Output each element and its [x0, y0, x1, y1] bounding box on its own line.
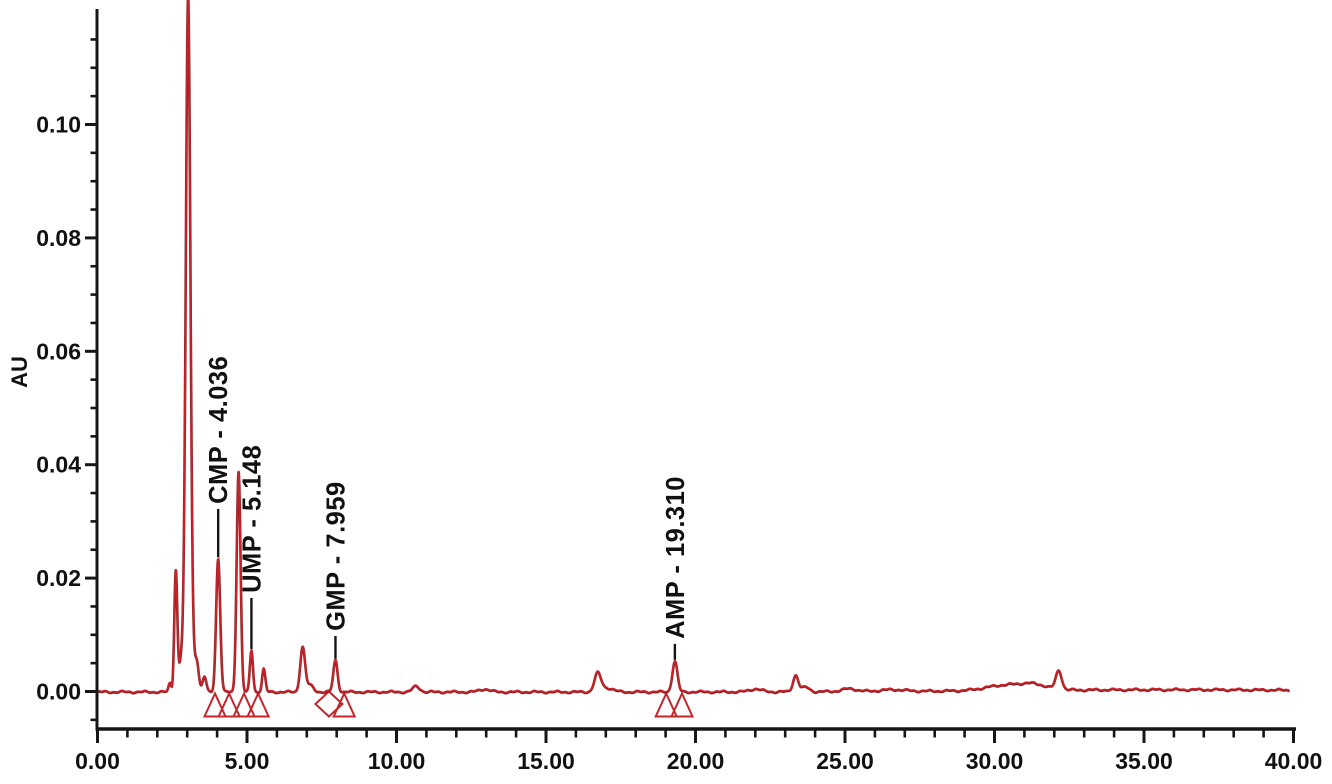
integration-marker-triangle [217, 691, 242, 718]
chromatogram-trace-shadow [97, 0, 1291, 695]
peak-label-text: AMP - 19.310 [662, 476, 690, 639]
integration-marker-triangle [231, 691, 257, 718]
peak-label-GMP: GMP - 7.959 [323, 481, 351, 659]
peak-label-AMP: AMP - 19.310 [662, 476, 690, 660]
y-tick-label: 0.02 [36, 565, 81, 591]
peak-label-text: UMP - 5.148 [238, 445, 266, 593]
x-tick-label: 0.00 [75, 748, 120, 774]
peak-label-text: CMP - 4.036 [205, 356, 233, 504]
y-tick-label: 0.06 [36, 338, 81, 364]
x-tick-label: 35.00 [1115, 748, 1173, 774]
peak-label-text: GMP - 7.959 [323, 481, 351, 631]
peak-label-CMP: CMP - 4.036 [205, 356, 233, 558]
integration-marker-triangle [202, 691, 228, 718]
x-tick-label: 5.00 [225, 748, 270, 774]
y-tick-label: 0.04 [36, 452, 81, 478]
x-tick-label: 10.00 [368, 748, 426, 774]
x-tick-label: 15.00 [517, 748, 575, 774]
chromatogram-trace [97, 0, 1290, 694]
x-tick-label: 40.00 [1265, 748, 1323, 774]
y-tick-label: 0.10 [36, 112, 81, 138]
integration-marker-triangle [654, 691, 679, 718]
integration-marker-triangle [246, 691, 271, 718]
y-tick-label: 0.08 [36, 225, 81, 251]
integration-markers [202, 690, 695, 718]
y-axis-title: AU [7, 356, 32, 388]
integration-marker-triangle [669, 691, 695, 718]
peak-label-UMP: UMP - 5.148 [238, 445, 266, 650]
x-tick-label: 30.00 [966, 748, 1024, 774]
y-tick-label: 0.00 [36, 679, 81, 705]
integration-marker-triangle [332, 691, 357, 718]
axes: 0.00 0.02 0.04 0.06 0.08 0.10 0.00 5.00 10.00 15.… [36, 9, 1322, 774]
x-tick-label: 25.00 [816, 748, 874, 774]
integration-marker-diamond [313, 690, 344, 718]
x-tick-label: 20.00 [667, 748, 725, 774]
